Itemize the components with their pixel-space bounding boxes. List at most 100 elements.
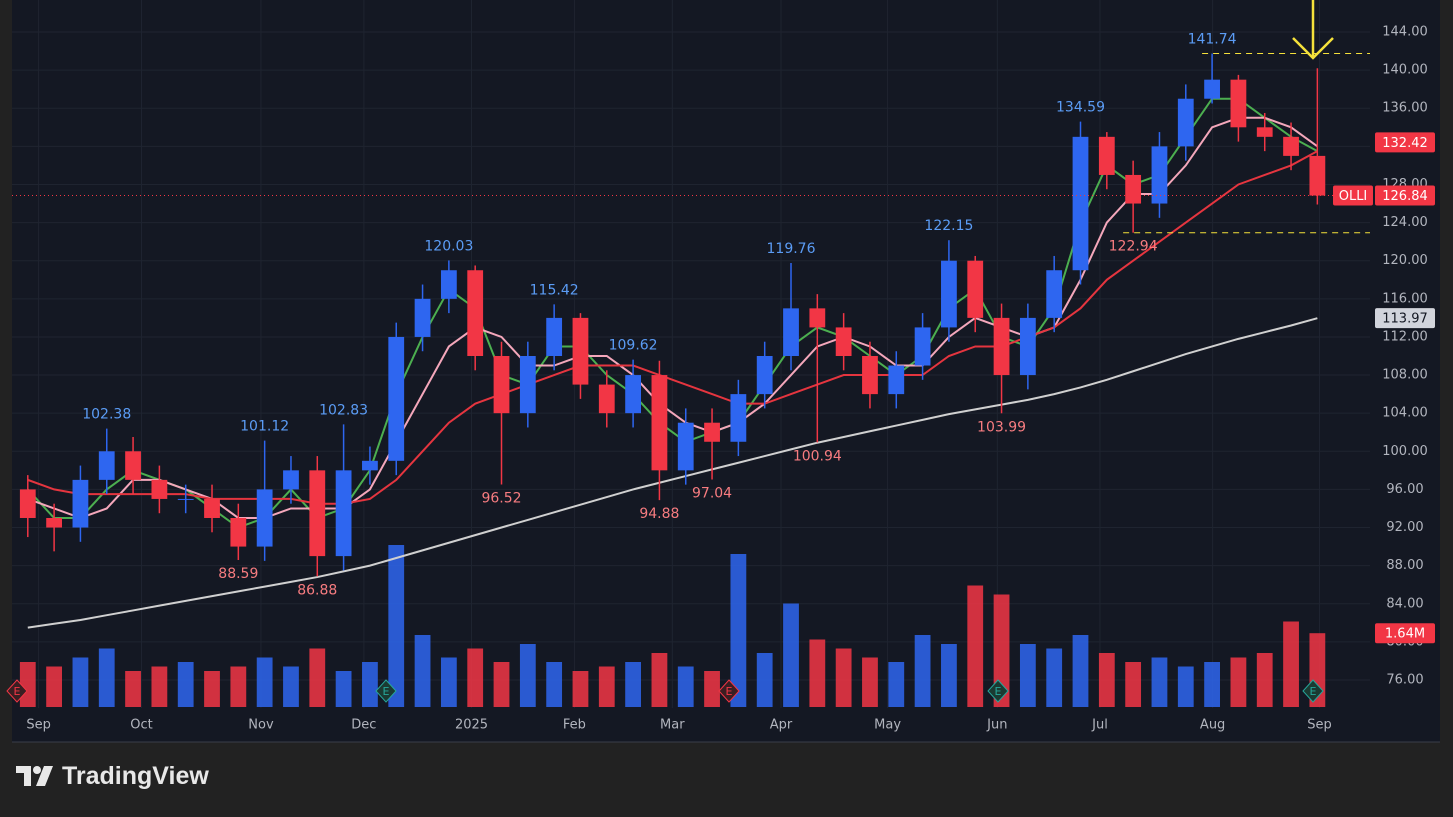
candle-body bbox=[993, 317, 1010, 376]
y-tick-label: 88.00 bbox=[1386, 558, 1423, 573]
earnings-marker: E bbox=[987, 679, 1009, 703]
candle-body bbox=[335, 470, 352, 557]
candle-body bbox=[519, 356, 536, 414]
candle-body bbox=[256, 489, 273, 547]
volume-bar bbox=[256, 657, 273, 707]
price-annotation: 134.59 bbox=[1056, 100, 1105, 116]
volume-bar bbox=[756, 653, 773, 707]
x-tick-label: Dec bbox=[351, 718, 376, 733]
y-tick-label: 112.00 bbox=[1382, 329, 1428, 344]
earnings-marker: E bbox=[718, 679, 740, 703]
brand: TradingView bbox=[16, 762, 209, 791]
candle-body bbox=[362, 460, 378, 471]
x-tick-label: Sep bbox=[1307, 718, 1332, 733]
symbol-label: OLLI bbox=[1339, 189, 1368, 204]
moving-average-line bbox=[27, 317, 1318, 629]
volume-bar bbox=[546, 662, 563, 707]
candle-body bbox=[1230, 79, 1247, 128]
price-annotation: 88.59 bbox=[218, 566, 258, 582]
price-annotation: 141.74 bbox=[1188, 32, 1237, 48]
volume-bar bbox=[1283, 621, 1299, 707]
earnings-marker: E bbox=[1302, 679, 1324, 703]
volume-bar bbox=[651, 653, 668, 707]
y-tick-label: 104.00 bbox=[1382, 406, 1428, 421]
volume-bar bbox=[335, 671, 352, 707]
symbol-box bbox=[1333, 185, 1373, 206]
candle-body bbox=[651, 375, 668, 471]
candle-body bbox=[809, 308, 826, 328]
candle-body bbox=[704, 422, 720, 442]
candle-body bbox=[230, 517, 247, 547]
candle-body bbox=[1177, 98, 1194, 147]
volume-bar bbox=[98, 648, 115, 707]
volume-bar bbox=[941, 644, 957, 707]
candle-body bbox=[388, 336, 405, 461]
volume-bar bbox=[783, 603, 799, 707]
candle-body bbox=[414, 298, 431, 337]
volume-bar bbox=[125, 671, 141, 707]
candle-body bbox=[467, 270, 484, 357]
candle-body bbox=[204, 498, 220, 518]
volume-bar bbox=[914, 635, 931, 707]
earnings-marker: E bbox=[6, 679, 28, 703]
volume-bar bbox=[809, 639, 826, 707]
price-annotation: 115.42 bbox=[530, 282, 579, 298]
candle-body bbox=[493, 356, 510, 414]
price-annotation: 120.03 bbox=[424, 238, 473, 254]
price-label-box bbox=[1375, 185, 1435, 206]
candle-body bbox=[1098, 136, 1115, 175]
candle-body bbox=[1151, 146, 1168, 204]
x-tick-label: Apr bbox=[770, 718, 793, 733]
price-annotation: 122.94 bbox=[1109, 239, 1158, 255]
arrow bbox=[1292, 0, 1334, 60]
candle-body bbox=[783, 308, 799, 357]
earnings-markers: E E E E E bbox=[6, 679, 1324, 703]
volume-bar bbox=[467, 648, 484, 707]
price-annotation: 97.04 bbox=[692, 485, 732, 501]
candle-body bbox=[1256, 127, 1273, 137]
svg-text:E: E bbox=[14, 685, 21, 698]
volume-bar bbox=[230, 666, 247, 707]
volume-bar bbox=[1230, 657, 1247, 707]
candle-body bbox=[1072, 136, 1089, 271]
price-label: 132.42 bbox=[1382, 136, 1428, 151]
volume-bar bbox=[993, 594, 1010, 707]
volume-bar bbox=[730, 554, 747, 707]
brand-name: TradingView bbox=[62, 762, 209, 790]
price-annotation: 101.12 bbox=[240, 419, 289, 435]
candle-body bbox=[756, 356, 773, 395]
x-tick-label: Jun bbox=[986, 718, 1007, 733]
candle-body bbox=[1019, 317, 1036, 376]
brand-logo bbox=[16, 765, 53, 786]
volume-bar bbox=[888, 662, 905, 707]
volume-bar bbox=[1125, 662, 1142, 707]
volume-bar bbox=[204, 671, 220, 707]
x-tick-label: Oct bbox=[130, 718, 152, 733]
chart: 76.0080.0084.0088.0092.0096.00100.00104.… bbox=[6, 0, 1440, 743]
x-tick-label: Aug bbox=[1200, 718, 1225, 733]
volume-bar bbox=[1256, 653, 1273, 707]
candle-body bbox=[888, 365, 905, 395]
x-tick-label: Feb bbox=[563, 718, 586, 733]
candles bbox=[19, 53, 1326, 577]
chart-background bbox=[12, 0, 1440, 742]
volume-bar bbox=[440, 657, 457, 707]
volume-bar bbox=[625, 662, 641, 707]
y-tick-label: 120.00 bbox=[1382, 253, 1428, 268]
candle-body bbox=[625, 375, 641, 414]
x-tick-label: 2025 bbox=[455, 718, 488, 733]
price-label: 126.84 bbox=[1382, 189, 1428, 204]
price-annotation: 86.88 bbox=[297, 582, 337, 598]
candle-body bbox=[1283, 136, 1299, 156]
candle-body bbox=[835, 327, 852, 357]
price-annotation: 109.62 bbox=[609, 338, 658, 354]
candle-body bbox=[862, 356, 878, 395]
y-tick-label: 116.00 bbox=[1382, 291, 1428, 306]
volume-bar bbox=[414, 635, 431, 707]
price-label-box bbox=[1375, 308, 1435, 329]
price-annotation: 103.99 bbox=[977, 419, 1026, 435]
y-tick-label: 144.00 bbox=[1382, 25, 1428, 40]
volume-bar bbox=[704, 671, 720, 707]
candle-body bbox=[914, 327, 931, 366]
